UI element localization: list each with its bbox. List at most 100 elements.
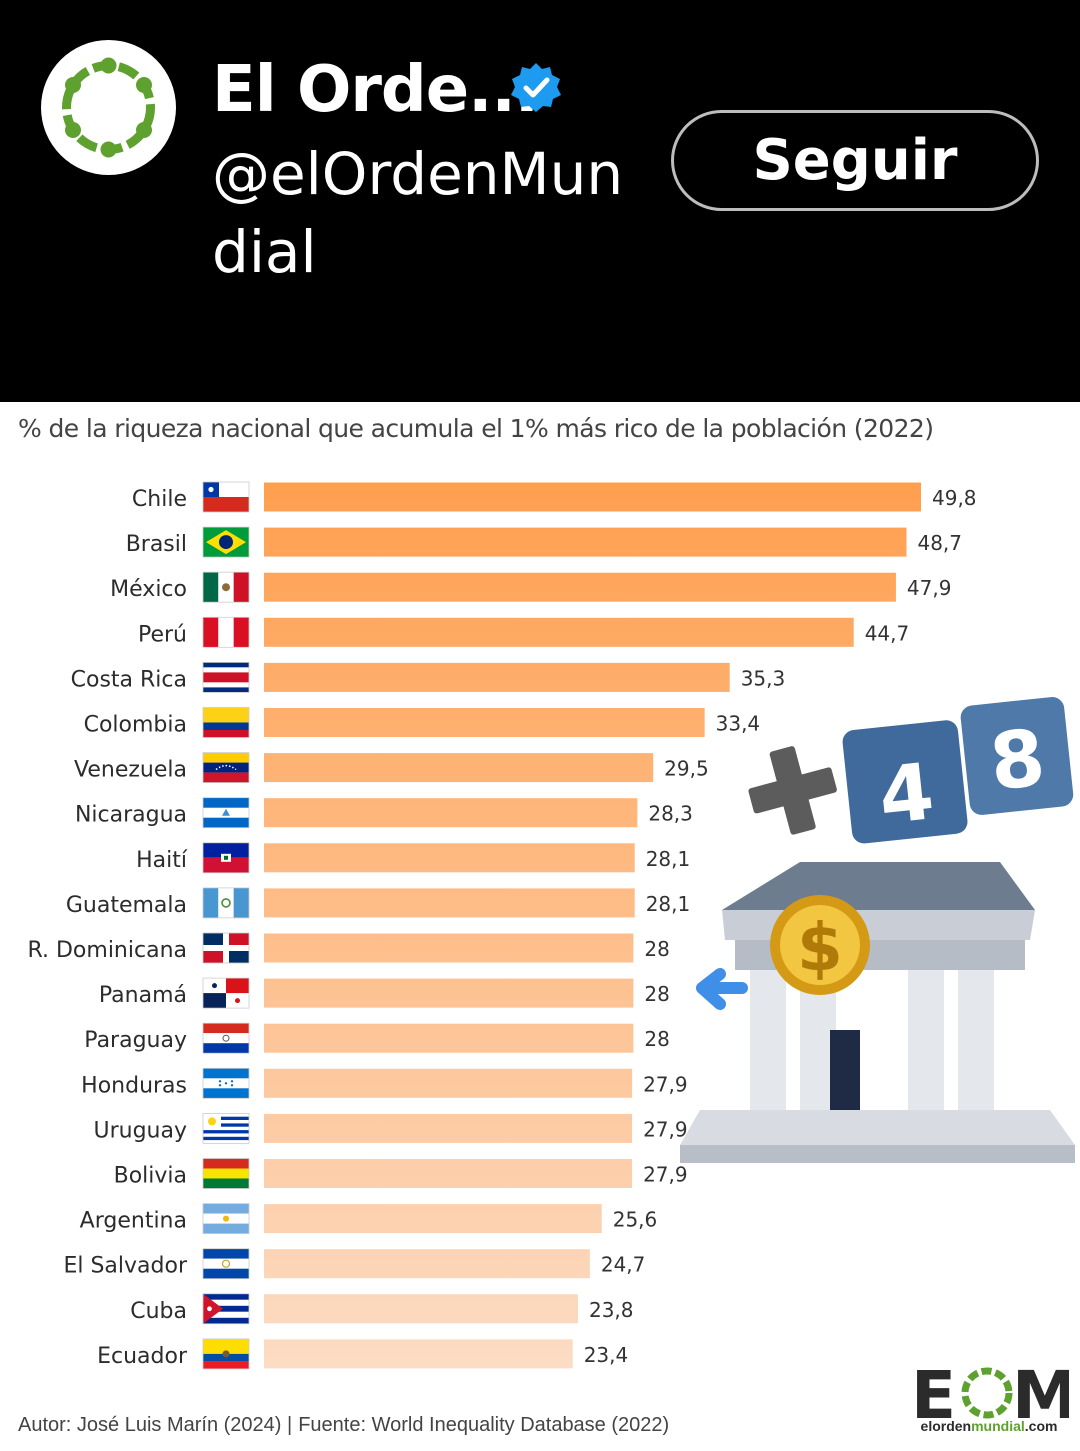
value-label: 49,8 [932, 486, 977, 510]
bolivia-flag-icon [202, 1158, 250, 1189]
author-credit: Autor: José Luis Marín (2024) | [18, 1414, 293, 1436]
category-label: Honduras [81, 1073, 187, 1098]
guatemala-flag-icon [202, 887, 250, 919]
bar [264, 617, 854, 647]
category-label: Ecuador [97, 1344, 188, 1369]
value-label: 23,8 [589, 1298, 634, 1322]
eom-logo-icon [62, 57, 155, 158]
bar [264, 1249, 590, 1279]
value-label: 24,7 [601, 1253, 646, 1277]
bar [264, 843, 635, 873]
bar [264, 1339, 573, 1369]
value-label: 33,4 [716, 712, 761, 736]
bar [264, 1159, 633, 1188]
category-label: R. Dominicana [28, 938, 188, 963]
value-label: 27,9 [643, 1163, 688, 1187]
value-label: 28 [644, 982, 669, 1006]
value-label: 27,9 [643, 1072, 688, 1096]
uruguay-flag-icon [202, 1113, 250, 1144]
bars-group: Chile 49,8 Brasil 48,7 México 47,9 Perú 44,7 Cos… [28, 481, 977, 1370]
bar [264, 527, 907, 557]
value-label: 27,9 [643, 1117, 688, 1141]
category-label: Costa Rica [71, 667, 187, 692]
bar [264, 708, 705, 737]
bank-illustration: 4 8 $ [680, 697, 1075, 1163]
category-label: Colombia [84, 713, 187, 738]
value-label: 25,6 [613, 1208, 658, 1232]
category-label: Haití [136, 848, 188, 873]
digit-tile-1: 4 [875, 747, 938, 842]
bar [264, 1068, 633, 1098]
category-label: Panamá [99, 983, 187, 1008]
svg-text:E: E [911, 1360, 956, 1422]
ecuador-flag-icon [202, 1338, 250, 1370]
bar [264, 888, 635, 918]
cuba-flag-icon [202, 1293, 250, 1325]
arrow-left-icon [696, 968, 748, 1010]
category-label: Bolivia [114, 1164, 187, 1189]
bar [264, 662, 730, 692]
dollar-coin-icon: $ [770, 895, 870, 995]
mexico-flag-icon [202, 571, 250, 603]
brazil-flag-icon [202, 526, 250, 558]
bar [264, 572, 896, 602]
category-label: Perú [138, 622, 187, 647]
follow-button[interactable]: Seguir [671, 110, 1039, 211]
category-label: México [110, 577, 187, 602]
value-label: 28,3 [648, 802, 693, 826]
category-label: El Salvador [63, 1254, 187, 1279]
bar [264, 978, 634, 1008]
bar [264, 798, 638, 828]
venezuela-flag-icon [202, 752, 250, 784]
value-label: 28,1 [646, 892, 691, 916]
value-label: 47,9 [907, 576, 952, 600]
source-credit: Fuente: World Inequality Database (2022) [298, 1414, 670, 1436]
category-label: Uruguay [94, 1118, 188, 1143]
category-label: Argentina [80, 1209, 187, 1234]
value-label: 28 [644, 937, 669, 961]
chile-flag-icon [202, 481, 250, 513]
bar-chart: Chile 49,8 Brasil 48,7 México 47,9 Perú 44,7 Cos… [28, 481, 977, 1370]
costa-rica-flag-icon [202, 661, 250, 693]
colombia-flag-icon [202, 707, 250, 738]
panama-flag-icon [202, 977, 250, 1009]
bar [264, 933, 634, 963]
verified-badge-icon [511, 63, 561, 112]
value-label: 23,4 [584, 1343, 629, 1367]
peru-flag-icon [202, 616, 250, 648]
chart-credits: Autor: José Luis Marín (2024) | Fuente: W… [18, 1414, 675, 1437]
account-handle[interactable]: @elOrdenMundial [212, 140, 624, 286]
value-label: 28,1 [646, 847, 691, 871]
dominican-republic-flag-icon [202, 932, 250, 964]
category-label: Guatemala [66, 893, 187, 918]
account-name[interactable]: El Orde... [212, 53, 539, 127]
svg-text:$: $ [797, 909, 843, 986]
bar [264, 1294, 578, 1324]
bank-building-icon [680, 862, 1075, 1163]
nicaragua-flag-icon [202, 797, 250, 829]
svg-text:M: M [1012, 1360, 1069, 1422]
eom-url: elordenmundial.com [920, 1418, 1058, 1434]
plus-sign-icon [748, 746, 837, 835]
digit-tile-2: 8 [986, 713, 1049, 808]
category-label: Chile [132, 487, 187, 512]
bar [264, 1023, 634, 1053]
category-label: Brasil [126, 532, 187, 557]
value-label: 48,7 [917, 531, 962, 555]
avatar[interactable] [41, 40, 176, 175]
value-label: 29,5 [664, 757, 709, 781]
profile-header: El Orde... @elOrdenMundial Seguir [0, 0, 1080, 402]
honduras-flag-icon [202, 1067, 250, 1099]
paraguay-flag-icon [202, 1022, 250, 1054]
bar [264, 1113, 633, 1143]
el-salvador-flag-icon [202, 1248, 250, 1280]
eom-wordmark-icon: E M [911, 1360, 1069, 1422]
eom-brand-logo: E M elordenmundial.com [905, 1360, 1073, 1440]
bar [264, 1204, 602, 1234]
category-label: Cuba [130, 1299, 187, 1324]
category-label: Nicaragua [75, 803, 187, 828]
category-label: Paraguay [84, 1028, 187, 1053]
haiti-flag-icon [202, 842, 250, 874]
bar [264, 482, 921, 512]
category-label: Venezuela [74, 758, 187, 783]
